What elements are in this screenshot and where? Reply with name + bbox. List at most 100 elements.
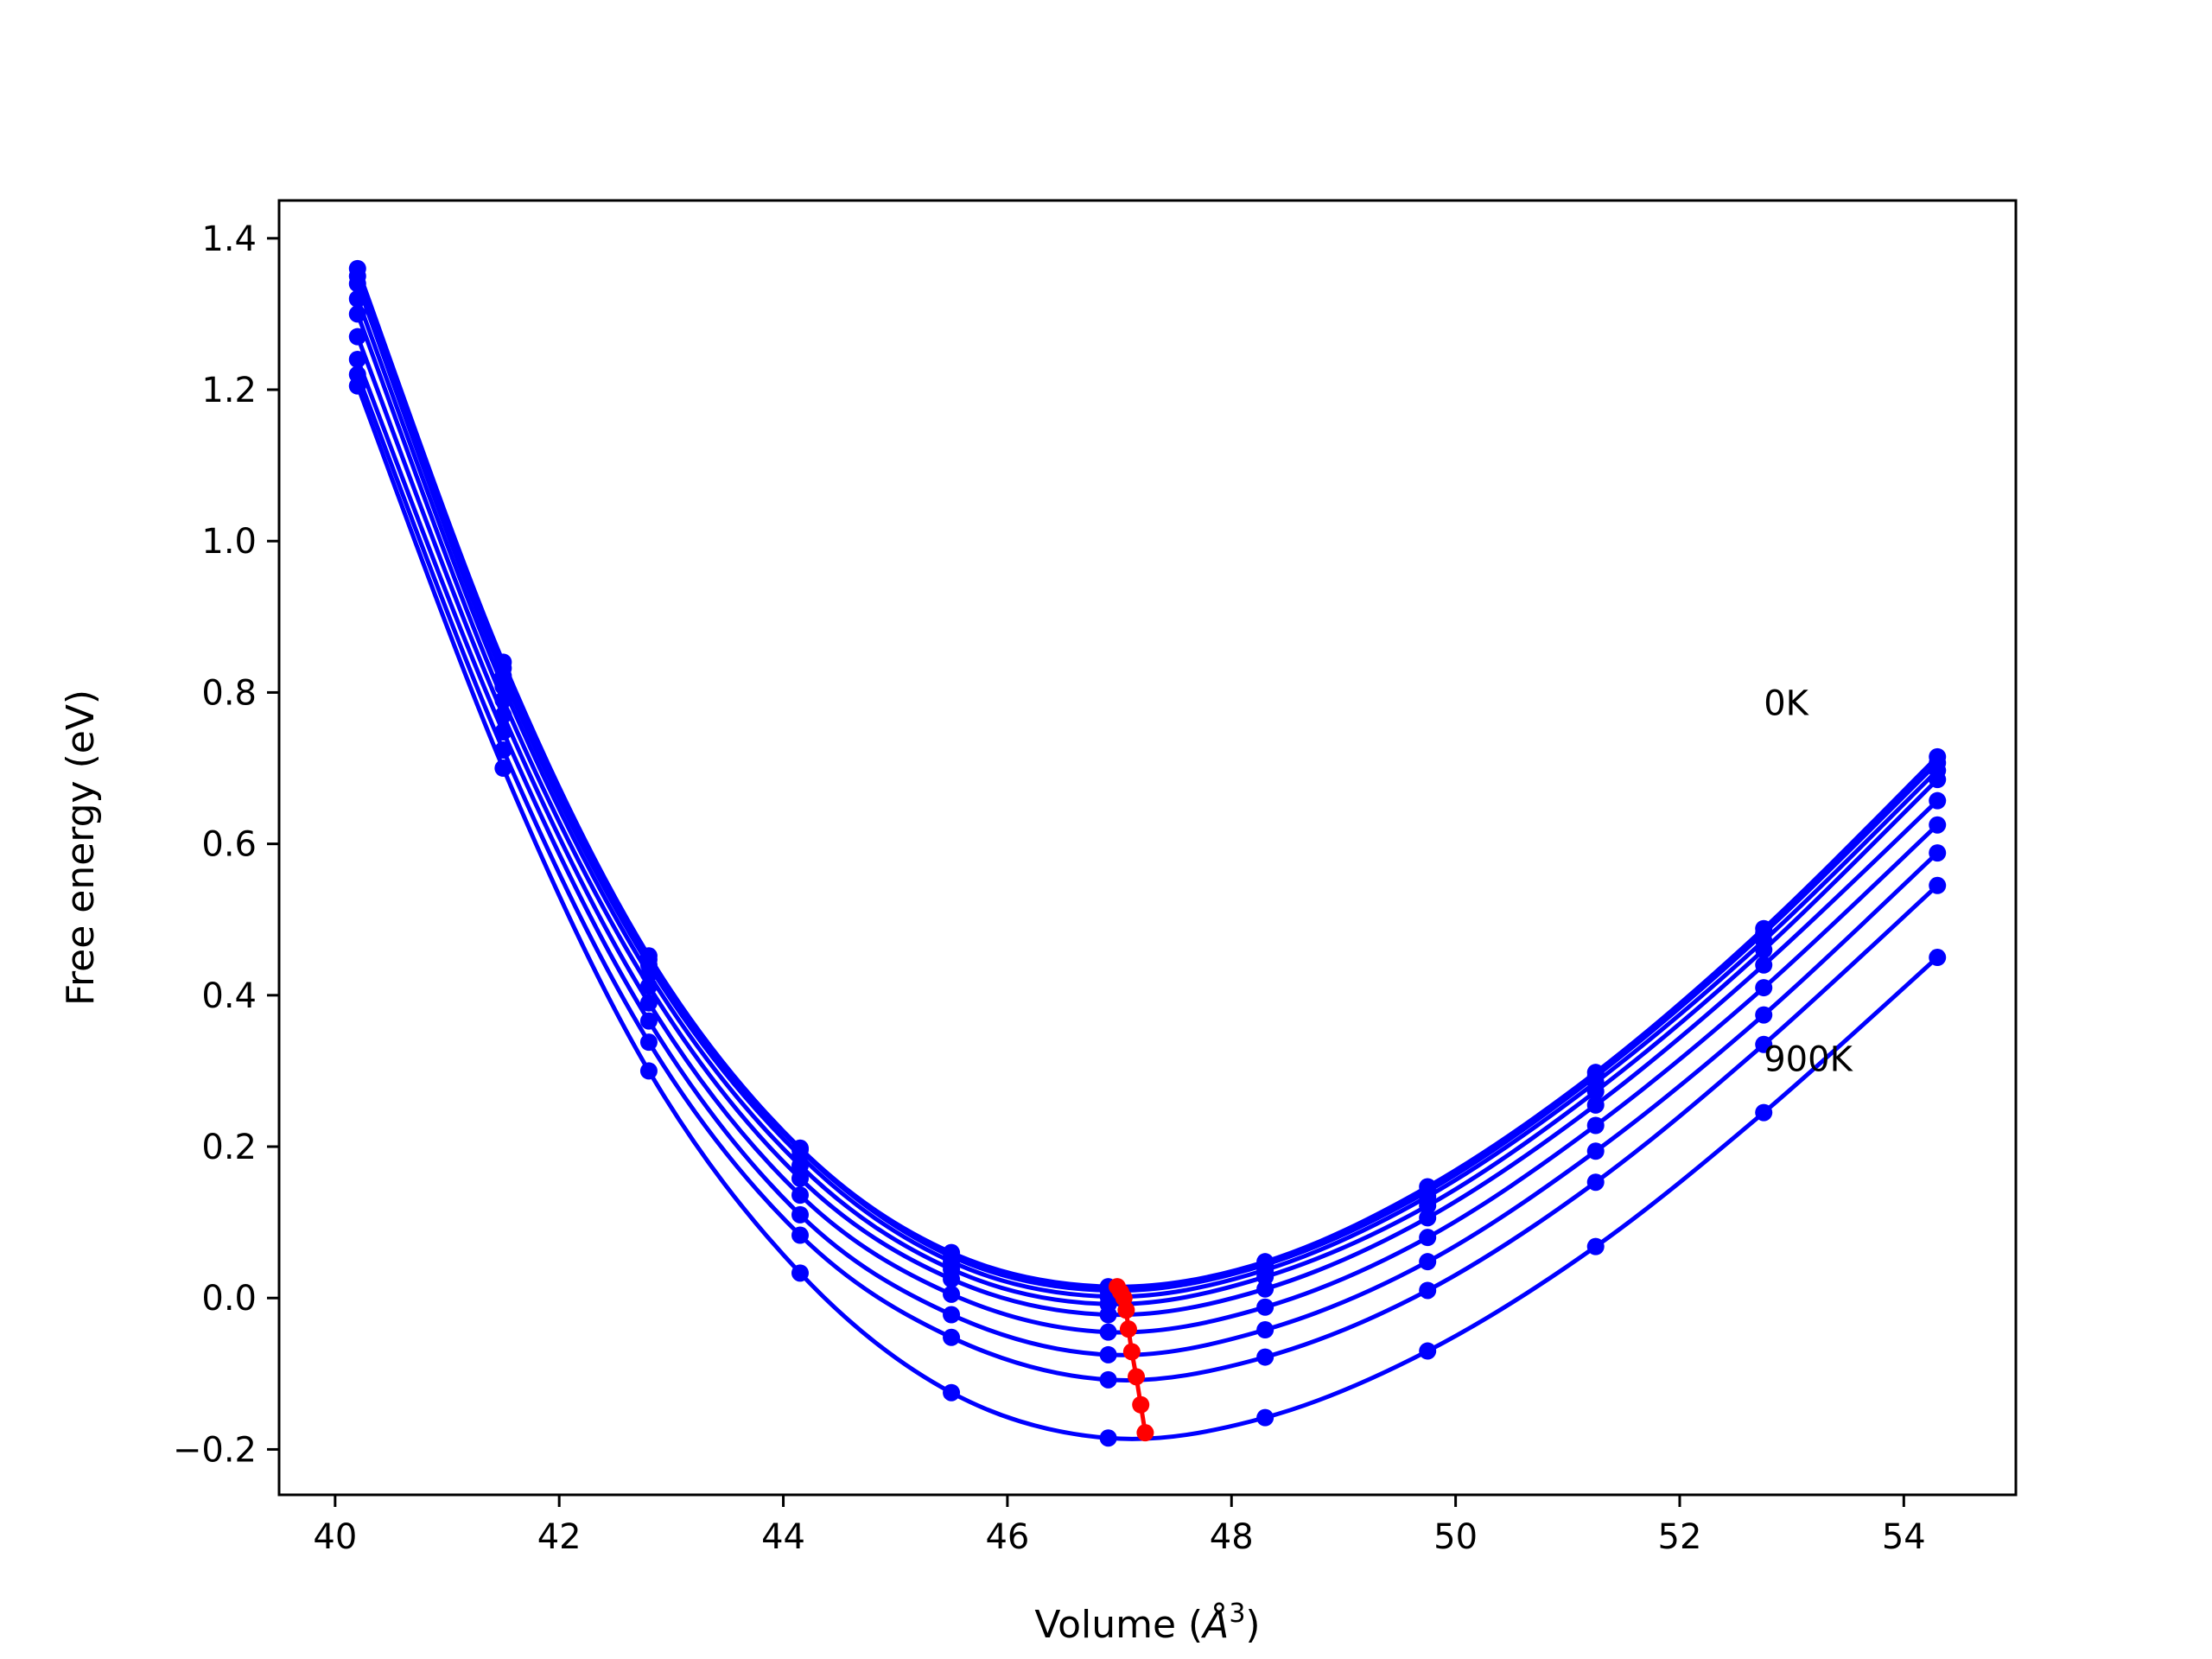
series-curve-7 xyxy=(355,373,1939,1382)
data-point xyxy=(1755,1035,1773,1053)
data-point xyxy=(791,1226,809,1244)
data-point xyxy=(1099,1345,1117,1363)
x-axis-label-close: ) xyxy=(1245,1603,1260,1647)
series-curve-3 xyxy=(355,298,1939,1306)
y-tick-label: 1.2 xyxy=(201,371,257,410)
data-point xyxy=(1419,1229,1437,1247)
data-point xyxy=(1256,1280,1274,1298)
data-point xyxy=(348,305,366,323)
temperature-annotations: 0K 900K xyxy=(1764,684,1853,1080)
data-point xyxy=(348,377,366,395)
data-point xyxy=(1419,1342,1437,1360)
y-tick-label: 1.0 xyxy=(201,522,257,562)
data-point xyxy=(1256,1298,1274,1316)
minimum-point xyxy=(1122,1343,1141,1361)
y-tick-label: 0.4 xyxy=(201,976,257,1016)
data-point xyxy=(791,1169,809,1187)
data-point xyxy=(1586,1173,1605,1192)
data-point xyxy=(1929,771,1947,789)
x-tick-label: 42 xyxy=(537,1517,582,1557)
data-point xyxy=(639,1012,658,1030)
data-point xyxy=(639,994,658,1012)
data-point xyxy=(1586,1116,1605,1135)
minimum-point xyxy=(1132,1395,1150,1414)
x-axis-ticks: 40 42 44 46 48 50 52 54 xyxy=(313,1495,1926,1557)
series-curve-8 xyxy=(355,385,1939,1441)
data-point xyxy=(1586,1142,1605,1160)
data-point xyxy=(1755,1103,1773,1122)
data-point xyxy=(1099,1429,1117,1447)
x-axis-label: Volume (Å3) xyxy=(1034,1599,1260,1647)
data-point xyxy=(494,706,512,724)
data-point xyxy=(1929,816,1947,834)
data-points xyxy=(348,259,1947,1447)
x-axis-label-unit: Å xyxy=(1200,1601,1229,1647)
minimum-path xyxy=(1108,1278,1154,1442)
series-curve-4 xyxy=(355,313,1939,1318)
data-point xyxy=(1419,1253,1437,1271)
x-tick-label: 52 xyxy=(1658,1517,1702,1557)
data-point xyxy=(1419,1197,1437,1215)
minimum-point xyxy=(1128,1368,1146,1386)
data-point xyxy=(348,327,366,346)
y-tick-label: 0.2 xyxy=(201,1128,257,1167)
y-tick-label: 0.6 xyxy=(201,825,257,865)
data-point xyxy=(1929,844,1947,862)
data-point xyxy=(1586,1096,1605,1114)
temperature-annotation: 900K xyxy=(1764,1039,1853,1079)
data-point xyxy=(639,1033,658,1052)
x-tick-label: 46 xyxy=(985,1517,1029,1557)
data-point xyxy=(791,1156,809,1174)
data-point xyxy=(1419,1281,1437,1300)
data-point xyxy=(348,350,366,368)
data-point xyxy=(1586,1237,1605,1255)
y-axis-label: Free energy (eV) xyxy=(59,690,103,1006)
data-point xyxy=(791,1186,809,1205)
data-point xyxy=(1755,979,1773,997)
data-point xyxy=(1755,941,1773,959)
data-point xyxy=(1256,1408,1274,1427)
x-axis-label-text: Volume ( xyxy=(1034,1603,1203,1647)
data-point xyxy=(943,1270,961,1288)
data-point xyxy=(348,289,366,308)
data-point xyxy=(943,1383,961,1402)
plot-frame xyxy=(277,199,2018,1497)
data-point xyxy=(1755,1006,1773,1024)
series-curve-6 xyxy=(355,359,1939,1357)
data-point xyxy=(639,977,658,995)
data-point xyxy=(1256,1268,1274,1286)
data-point xyxy=(494,741,512,759)
x-tick-label: 44 xyxy=(761,1517,805,1557)
series-curve-2 xyxy=(355,283,1939,1300)
data-point xyxy=(494,677,512,696)
data-point xyxy=(1256,1348,1274,1366)
data-point xyxy=(1099,1323,1117,1341)
data-point xyxy=(639,1062,658,1080)
data-point xyxy=(943,1328,961,1346)
data-point xyxy=(1099,1370,1117,1389)
y-axis-ticks: −0.2 0.0 0.2 0.4 0.6 0.8 1.0 1.2 1.4 xyxy=(173,219,279,1470)
x-tick-label: 50 xyxy=(1433,1517,1478,1557)
y-tick-label: −0.2 xyxy=(173,1430,257,1470)
data-point xyxy=(1419,1209,1437,1227)
series-curve-0 xyxy=(355,267,1939,1289)
minimum-point xyxy=(1119,1320,1137,1338)
minimum-point xyxy=(1117,1301,1135,1319)
data-point xyxy=(1929,876,1947,894)
x-tick-label: 40 xyxy=(313,1517,357,1557)
data-point xyxy=(1929,791,1947,810)
x-tick-label: 48 xyxy=(1210,1517,1254,1557)
series-curve-5 xyxy=(355,335,1939,1335)
minimum-point xyxy=(1136,1424,1154,1442)
data-point xyxy=(791,1205,809,1224)
data-point xyxy=(943,1306,961,1324)
series-curve-1 xyxy=(355,275,1939,1294)
temperature-annotation: 0K xyxy=(1764,684,1809,724)
data-point xyxy=(1099,1306,1117,1324)
y-tick-label: 0.0 xyxy=(201,1279,257,1319)
y-tick-label: 1.4 xyxy=(201,219,257,259)
data-point xyxy=(1256,1321,1274,1339)
x-axis-label-superscript: 3 xyxy=(1229,1599,1245,1629)
data-point xyxy=(348,275,366,293)
